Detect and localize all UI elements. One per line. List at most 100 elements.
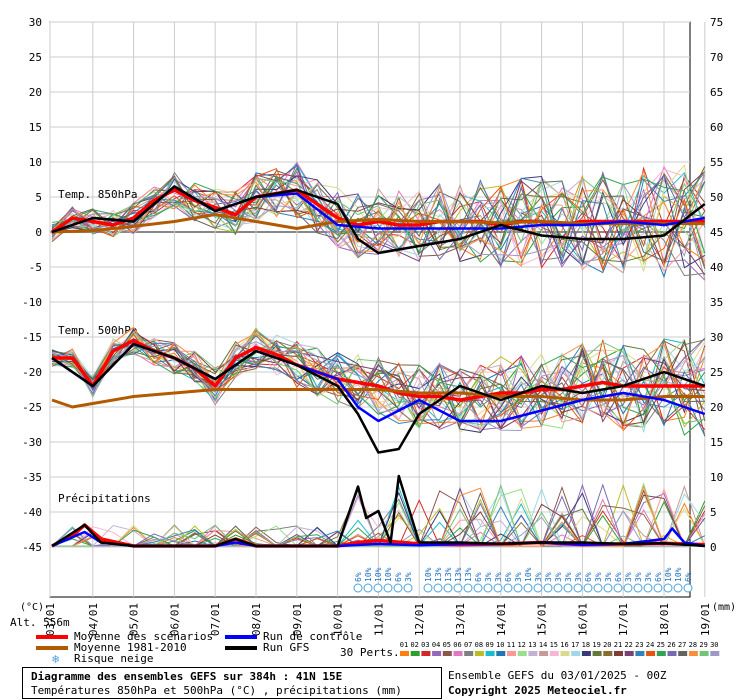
snow-risk-icon <box>613 583 623 593</box>
pert-color-swatch <box>474 651 484 656</box>
snow-risk-icon <box>403 583 413 593</box>
pert-color-swatch <box>507 651 516 656</box>
pert-number: 28 <box>689 641 697 649</box>
y-tick-right: 5 <box>710 506 717 519</box>
pert-number: 11 <box>507 641 515 649</box>
pert-number: 07 <box>464 641 472 649</box>
pert-number: 21 <box>614 641 622 649</box>
perts-label: 30 Perts. <box>340 646 400 659</box>
pert-number: 06 <box>453 641 461 649</box>
snow-risk-icon <box>683 583 693 593</box>
x-tick-label: 12/01 <box>413 603 426 636</box>
legend-swatch-control <box>225 635 257 639</box>
snow-risk-label: 10% <box>374 567 383 582</box>
pert-color-swatch <box>496 651 506 656</box>
pert-color-swatch <box>549 651 559 656</box>
legend-swatch-clim <box>36 646 68 650</box>
pert-number: 13 <box>528 641 536 649</box>
snow-risk-icon <box>493 583 503 593</box>
snow-risk-icon <box>423 583 433 593</box>
pert-color-swatch <box>710 651 720 656</box>
snow-risk-icon <box>653 583 663 593</box>
y-tick-right: 65 <box>710 86 723 99</box>
y-tick-right: 50 <box>710 191 723 204</box>
y-tick-right: 60 <box>710 121 723 134</box>
snow-risk-icon <box>353 583 363 593</box>
pert-number: 19 <box>592 641 600 649</box>
pert-number: 18 <box>582 641 590 649</box>
snow-risk-icon <box>543 583 553 593</box>
snow-risk-label: 13% <box>434 567 443 582</box>
y-tick-right: 15 <box>710 436 723 449</box>
snow-risk-label: 13% <box>464 567 473 582</box>
x-tick-label: 06/01 <box>168 603 181 636</box>
y-tick-left: 5 <box>35 191 42 204</box>
ensemble-member-t850 <box>51 178 706 272</box>
snow-risk-icon <box>603 583 613 593</box>
snow-risk-label: 3% <box>534 572 543 582</box>
ensemble-member-t850 <box>51 166 706 265</box>
y-tick-left: -25 <box>22 401 42 414</box>
pert-number: 17 <box>571 641 579 649</box>
legend-label-control: Run de contrôle <box>263 630 363 643</box>
panel-label-precip: Précipitations <box>58 492 151 505</box>
snow-risk-icon <box>533 583 543 593</box>
y-tick-left: 25 <box>29 51 42 64</box>
x-tick-label: 08/01 <box>250 603 263 636</box>
snow-risk-label: 3% <box>554 572 563 582</box>
snow-risk-label: 3% <box>624 572 633 582</box>
pert-color-swatch <box>603 651 613 656</box>
snow-risk-label: 3% <box>644 572 653 582</box>
footer-title: Diagramme des ensembles GEFS sur 384h : … <box>31 670 343 683</box>
pert-color-swatch <box>678 651 688 656</box>
snow-risk-icon <box>583 583 593 593</box>
snow-risk-icon <box>443 583 453 593</box>
pert-number: 03 <box>421 641 429 649</box>
ensemble-member-t850 <box>51 179 706 280</box>
snow-risk-label: 10% <box>384 567 393 582</box>
snow-risk-label: 6% <box>684 572 693 582</box>
pert-number: 08 <box>475 641 483 649</box>
y-tick-right: 35 <box>710 296 723 309</box>
x-tick-label: 11/01 <box>372 603 385 636</box>
snow-risk-label: 3% <box>494 572 503 582</box>
snow-risk-label: 13% <box>444 567 453 582</box>
snow-risk-icon <box>623 583 633 593</box>
snow-risk-icon <box>503 583 513 593</box>
pert-color-swatch <box>410 651 420 656</box>
ensemble-member-t850 <box>51 169 706 266</box>
altitude-label: Alt. 556m <box>10 616 70 629</box>
snow-risk-label: 6% <box>474 572 483 582</box>
x-tick-label: 03/01 <box>44 603 57 636</box>
legend-label-snow: Risque neige <box>74 652 154 665</box>
pert-color-swatch <box>699 651 709 656</box>
ensemble-member-t850 <box>51 175 705 264</box>
snow-risk-icon <box>513 583 523 593</box>
legend-swatch-mean <box>36 635 68 639</box>
y-tick-left: -45 <box>22 541 42 554</box>
y-tick-right: 10 <box>710 471 723 484</box>
pert-color-swatch <box>656 651 666 656</box>
snowflake-icon: ❄ <box>52 652 60 666</box>
x-tick-label: 13/01 <box>454 603 467 636</box>
y-tick-left: -20 <box>22 366 42 379</box>
pert-number: 01 <box>400 641 408 649</box>
snow-risk-label: 3% <box>514 572 523 582</box>
pert-number: 26 <box>667 641 675 649</box>
y-tick-right: 70 <box>710 51 723 64</box>
snow-risk-label: 3% <box>484 572 493 582</box>
y-tick-left: 0 <box>35 226 42 239</box>
pert-color-swatch <box>592 651 602 656</box>
pert-number: 04 <box>432 641 440 649</box>
snow-risk-icon <box>633 583 643 593</box>
snow-risk-icon <box>593 583 603 593</box>
footer-subtitle: Températures 850hPa et 500hPa (°C) , pré… <box>31 684 402 697</box>
x-tick-label: 18/01 <box>658 603 671 636</box>
pert-number: 24 <box>646 641 654 649</box>
pert-color-swatch <box>464 651 474 656</box>
y-tick-right: 20 <box>710 401 723 414</box>
pert-color-swatch <box>560 651 570 656</box>
legend-swatch-gfs <box>225 646 257 650</box>
snow-risk-label: 3% <box>594 572 603 582</box>
